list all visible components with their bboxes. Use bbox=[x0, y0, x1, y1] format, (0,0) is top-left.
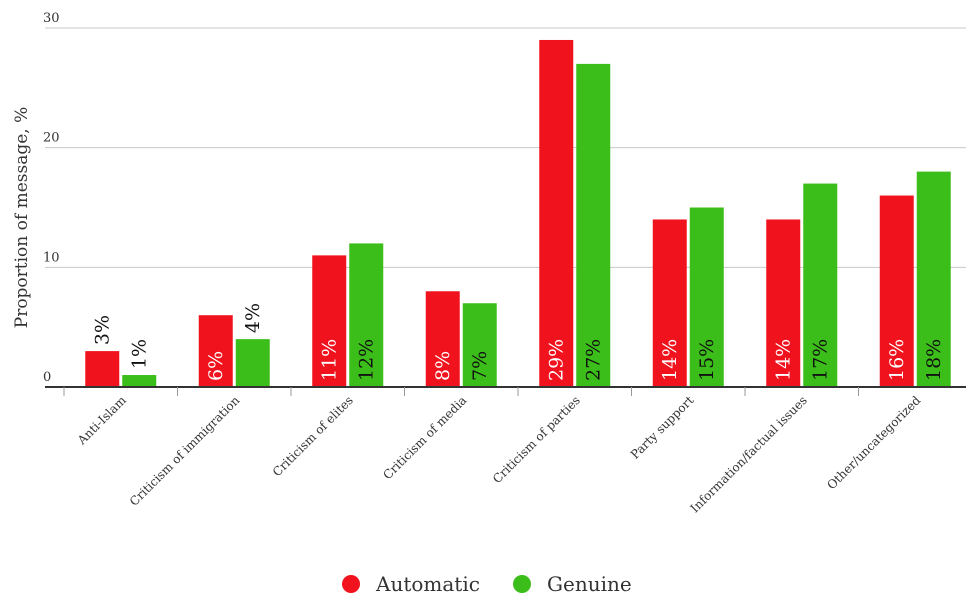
y-tick-label: 20 bbox=[43, 131, 60, 146]
data-label: 8% bbox=[432, 351, 454, 381]
data-label: 7% bbox=[469, 351, 491, 381]
bar-genuine bbox=[462, 303, 497, 387]
data-labels: 3% 1% 6% 4% 11% 12% 8% 7% 29% 27% 14% 15% 14% 17% 16% 1… bbox=[91, 303, 945, 381]
data-label: 6% bbox=[205, 351, 227, 381]
y-axis-label: Proportion of message, % bbox=[12, 107, 32, 329]
bar-genuine bbox=[803, 183, 838, 387]
bar-genuine bbox=[122, 375, 157, 387]
y-tick-labels: 0 10 20 30 bbox=[43, 11, 60, 385]
bar-automatic bbox=[312, 255, 347, 387]
data-label: 27% bbox=[582, 339, 604, 381]
data-label: 1% bbox=[128, 339, 150, 369]
data-label: 18% bbox=[923, 339, 945, 381]
data-label: 11% bbox=[318, 339, 340, 381]
data-label: 4% bbox=[242, 303, 264, 333]
bar-automatic bbox=[652, 219, 687, 387]
legend-label: Automatic bbox=[375, 572, 480, 596]
bar-automatic bbox=[85, 351, 120, 387]
x-tick-label: Information/factual issues bbox=[688, 393, 810, 515]
legend-swatch bbox=[342, 575, 360, 593]
bar-genuine bbox=[235, 339, 270, 387]
y-tick-label: 10 bbox=[43, 250, 60, 265]
data-label: 14% bbox=[772, 339, 794, 381]
bar-automatic bbox=[425, 291, 460, 387]
data-label: 12% bbox=[355, 339, 377, 381]
bar-automatic bbox=[198, 315, 233, 387]
bar-genuine bbox=[916, 171, 951, 387]
data-label: 16% bbox=[886, 339, 908, 381]
legend-swatch bbox=[513, 575, 531, 593]
bar-automatic bbox=[766, 219, 801, 387]
x-tick-label: Criticism of immigration bbox=[127, 393, 243, 509]
bar-automatic bbox=[539, 39, 574, 387]
data-label: 3% bbox=[91, 315, 113, 345]
x-tick-label: Party support bbox=[628, 393, 697, 462]
bar-genuine bbox=[689, 207, 724, 387]
data-label: 29% bbox=[545, 339, 567, 381]
data-label: 15% bbox=[696, 339, 718, 381]
bar-genuine bbox=[349, 243, 384, 387]
bars bbox=[85, 39, 951, 388]
x-tick-label: Anti-Islam bbox=[74, 393, 129, 448]
legend: Automatic Genuine bbox=[342, 572, 632, 596]
data-label: 17% bbox=[809, 339, 831, 381]
y-tick-label: 0 bbox=[43, 370, 51, 385]
x-tick-label: Other/uncategorized bbox=[824, 393, 923, 492]
y-tick-label: 30 bbox=[43, 11, 60, 26]
legend-label: Genuine bbox=[547, 572, 632, 596]
bar-genuine bbox=[576, 63, 611, 388]
x-tick-label: Criticism of media bbox=[380, 393, 469, 482]
data-label: 14% bbox=[659, 339, 681, 381]
x-tick-label: Criticism of parties bbox=[490, 393, 583, 486]
x-tick-label: Criticism of elites bbox=[270, 393, 356, 479]
bar-automatic bbox=[879, 195, 914, 387]
